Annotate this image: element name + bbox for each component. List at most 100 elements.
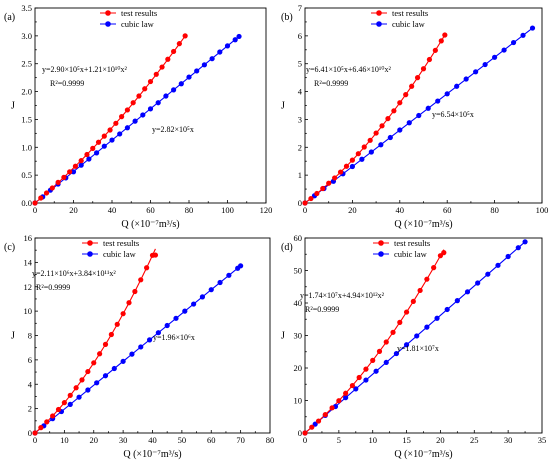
test-result-point	[373, 130, 379, 136]
y-axis-title: J	[281, 101, 285, 112]
test-result-point	[124, 107, 130, 113]
x-tick-label: 40	[396, 205, 405, 215]
y-tick-label: 50	[294, 266, 303, 276]
test-result-point	[320, 185, 326, 192]
test-result-point	[302, 430, 308, 436]
y-tick-label: 0.0	[21, 198, 32, 208]
cubic-law-point	[182, 308, 188, 314]
x-tick-label: 120	[260, 205, 273, 215]
cubic-law-point	[353, 386, 359, 392]
cubic-law-point	[94, 150, 100, 156]
cubic-law-point	[224, 43, 231, 49]
y-tick-label: 8	[28, 331, 32, 341]
cubic-law-point	[132, 118, 138, 124]
cubic-law-point	[67, 401, 73, 407]
test-result-point	[107, 127, 113, 133]
panel-tag: (a)	[4, 12, 15, 23]
test-result-point	[108, 331, 114, 338]
test-result-point	[38, 195, 44, 201]
cubic-equation: y=6.54×10⁵x	[432, 110, 474, 119]
test-result-point	[326, 180, 332, 186]
x-tick-label: 0	[33, 435, 37, 445]
chart-panel-3: 0 10 20 30 40 50 60 70 80 0 2 4 6 8 10 12 14 16 Q (×10⁻⁷m³…	[4, 233, 274, 460]
y-tick-label: 10	[294, 396, 303, 406]
legend-label: cubic law	[121, 19, 155, 29]
test-result-point	[308, 195, 314, 202]
cubic-law-point	[147, 106, 154, 112]
cubic-law-point	[124, 125, 130, 131]
cubic-law-point	[232, 37, 238, 43]
test-result-point	[349, 382, 355, 389]
cubic-law-point	[424, 324, 430, 330]
y-tick-label: 3.5	[21, 3, 32, 13]
test-result-point	[132, 288, 138, 295]
cubic-equation: y=1.96×10⁶x	[153, 333, 195, 342]
cubic-law-point	[435, 98, 441, 104]
x-axis-title: Q (×10⁻⁷m³/s)	[123, 449, 181, 460]
y-tick-label: 4	[28, 379, 33, 389]
test-result-point	[44, 419, 50, 425]
test-result-point	[438, 38, 444, 44]
cubic-law-point	[425, 105, 431, 111]
test-result-point	[314, 190, 320, 197]
cubic-law-point	[199, 294, 206, 300]
fit-equation: y=2.90×10⁵x+1.21×10¹⁰x²	[42, 65, 127, 74]
legend-label: cubic law	[392, 19, 426, 29]
x-tick-label: 5	[337, 435, 341, 445]
cubic-law-point	[109, 137, 115, 143]
cubic-law-point	[368, 149, 374, 155]
test-result-point	[84, 151, 90, 158]
test-result-point	[403, 92, 409, 98]
fit-equation: y=2.11×10⁶x+3.84×10¹¹x²	[32, 269, 116, 278]
test-result-point	[113, 120, 119, 126]
test-result-point	[414, 75, 421, 81]
x-axis-title: Q (×10⁻⁷m³/s)	[394, 219, 452, 230]
test-result-point	[49, 185, 55, 191]
x-tick-label: 70	[236, 435, 245, 445]
cubic-law-point	[102, 373, 109, 379]
test-result-point	[329, 405, 335, 411]
cubic-law-point	[485, 271, 491, 277]
cubic-law-point	[111, 365, 117, 372]
cubic-law-point	[387, 134, 393, 141]
cubic-law-point	[463, 76, 469, 82]
test-result-point	[182, 33, 188, 39]
cubic-law-point	[312, 421, 318, 427]
y-tick-label: 3	[298, 114, 302, 124]
test-result-point	[363, 366, 369, 372]
test-result-point	[114, 321, 120, 327]
cubic-law-point	[101, 143, 107, 149]
x-tick-label: 40	[148, 435, 157, 445]
cubic-law-point	[434, 315, 440, 321]
test-result-point	[336, 398, 342, 404]
x-tick-label: 40	[108, 205, 117, 215]
cubic-equation: y=1.81×10⁷x	[397, 344, 439, 353]
cubic-law-point	[482, 61, 488, 68]
test-result-point	[302, 200, 308, 206]
cubic-law-point	[495, 262, 501, 268]
test-result-point	[61, 174, 67, 180]
x-tick-label: 0	[303, 205, 307, 215]
cubic-law-point	[194, 68, 200, 74]
y-tick-label: 12	[24, 282, 33, 292]
test-result-point	[410, 298, 416, 305]
test-result-point	[61, 400, 67, 406]
chart-panel-2: 0 20 40 60 80 100 0 1 2 3 4 5 6 7 Q (×10⁻⁷m³/s) J (b) tes…	[281, 3, 548, 230]
legend-label: test results	[121, 8, 157, 18]
x-tick-label: 25	[470, 435, 479, 445]
test-result-point	[91, 360, 97, 366]
y-tick-label: 14	[24, 257, 33, 267]
cubic-law-point	[85, 387, 91, 393]
cubic-law-point	[383, 359, 389, 366]
cubic-law-point	[454, 298, 460, 304]
cubic-law-point	[78, 162, 84, 168]
cubic-law-point	[529, 25, 536, 31]
test-result-point	[332, 175, 338, 181]
cubic-law-point	[522, 239, 528, 245]
test-result-point	[153, 71, 159, 77]
cubic-law-point	[373, 368, 379, 374]
test-result-point	[32, 200, 38, 206]
cubic-law-point	[492, 54, 498, 60]
y-axis-title: J	[281, 331, 285, 342]
